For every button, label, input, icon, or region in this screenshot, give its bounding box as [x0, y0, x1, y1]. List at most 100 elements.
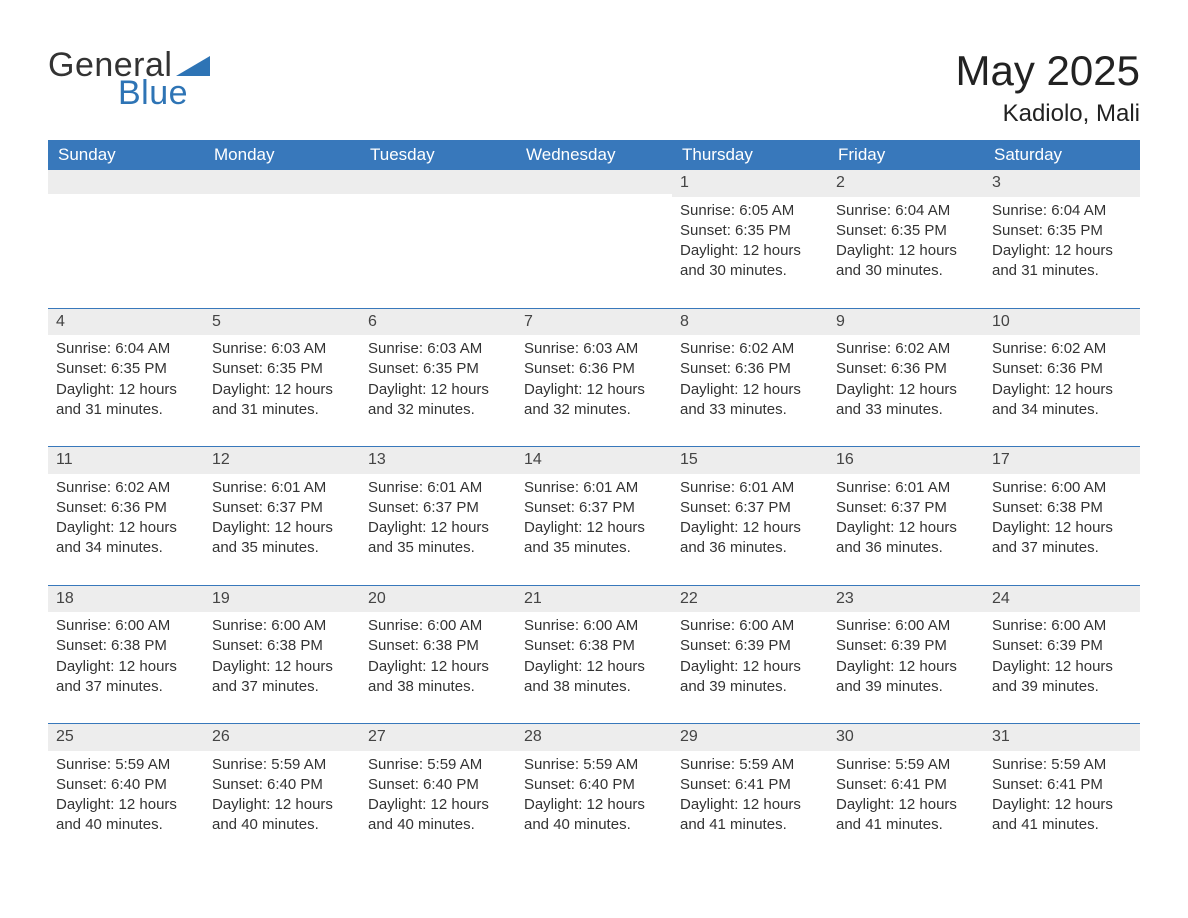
calendar-day-cell: 30Sunrise: 5:59 AMSunset: 6:41 PMDayligh… — [828, 724, 984, 862]
daylight-line: Daylight: 12 hours and 34 minutes. — [992, 380, 1132, 421]
calendar-day-cell: 7Sunrise: 6:03 AMSunset: 6:36 PMDaylight… — [516, 309, 672, 447]
daylight-line: Daylight: 12 hours and 30 minutes. — [836, 241, 976, 282]
day-details: Sunrise: 6:02 AMSunset: 6:36 PMDaylight:… — [48, 474, 204, 565]
sunrise-line: Sunrise: 6:00 AM — [680, 616, 820, 636]
day-number: 2 — [828, 170, 984, 196]
day-details: Sunrise: 5:59 AMSunset: 6:41 PMDaylight:… — [984, 751, 1140, 842]
calendar-week-row: 18Sunrise: 6:00 AMSunset: 6:38 PMDayligh… — [48, 586, 1140, 724]
daylight-line: Daylight: 12 hours and 31 minutes. — [992, 241, 1132, 282]
day-number: 10 — [984, 309, 1140, 335]
sunset-line: Sunset: 6:40 PM — [524, 775, 664, 795]
day-details: Sunrise: 6:00 AMSunset: 6:39 PMDaylight:… — [672, 612, 828, 703]
day-number: 1 — [672, 170, 828, 196]
sunrise-line: Sunrise: 6:01 AM — [368, 478, 508, 498]
sunrise-line: Sunrise: 6:00 AM — [368, 616, 508, 636]
sunset-line: Sunset: 6:39 PM — [836, 636, 976, 656]
calendar-day-cell: 17Sunrise: 6:00 AMSunset: 6:38 PMDayligh… — [984, 447, 1140, 585]
calendar-day-cell — [360, 170, 516, 308]
sunset-line: Sunset: 6:35 PM — [680, 221, 820, 241]
calendar-week-row: 25Sunrise: 5:59 AMSunset: 6:40 PMDayligh… — [48, 724, 1140, 862]
calendar-day-cell: 9Sunrise: 6:02 AMSunset: 6:36 PMDaylight… — [828, 309, 984, 447]
calendar-day-cell: 11Sunrise: 6:02 AMSunset: 6:36 PMDayligh… — [48, 447, 204, 585]
calendar-day-cell — [48, 170, 204, 308]
daylight-line: Daylight: 12 hours and 40 minutes. — [212, 795, 352, 836]
day-details: Sunrise: 6:00 AMSunset: 6:38 PMDaylight:… — [48, 612, 204, 703]
sunset-line: Sunset: 6:37 PM — [368, 498, 508, 518]
sunrise-line: Sunrise: 5:59 AM — [56, 755, 196, 775]
sunset-line: Sunset: 6:35 PM — [368, 359, 508, 379]
day-number: 24 — [984, 586, 1140, 612]
sunrise-line: Sunrise: 6:02 AM — [56, 478, 196, 498]
day-details: Sunrise: 6:00 AMSunset: 6:38 PMDaylight:… — [984, 474, 1140, 565]
calendar-day-cell: 27Sunrise: 5:59 AMSunset: 6:40 PMDayligh… — [360, 724, 516, 862]
calendar-day-cell: 20Sunrise: 6:00 AMSunset: 6:38 PMDayligh… — [360, 586, 516, 724]
sunrise-line: Sunrise: 6:01 AM — [524, 478, 664, 498]
daylight-line: Daylight: 12 hours and 39 minutes. — [836, 657, 976, 698]
calendar-week-row: 4Sunrise: 6:04 AMSunset: 6:35 PMDaylight… — [48, 309, 1140, 447]
day-number: 15 — [672, 447, 828, 473]
daylight-line: Daylight: 12 hours and 39 minutes. — [992, 657, 1132, 698]
sunset-line: Sunset: 6:35 PM — [212, 359, 352, 379]
calendar-day-cell: 24Sunrise: 6:00 AMSunset: 6:39 PMDayligh… — [984, 586, 1140, 724]
day-details: Sunrise: 5:59 AMSunset: 6:40 PMDaylight:… — [360, 751, 516, 842]
day-details: Sunrise: 6:02 AMSunset: 6:36 PMDaylight:… — [828, 335, 984, 426]
daylight-line: Daylight: 12 hours and 36 minutes. — [680, 518, 820, 559]
daylight-line: Daylight: 12 hours and 40 minutes. — [524, 795, 664, 836]
day-details: Sunrise: 6:03 AMSunset: 6:35 PMDaylight:… — [360, 335, 516, 426]
sunset-line: Sunset: 6:38 PM — [524, 636, 664, 656]
day-number: 22 — [672, 586, 828, 612]
sunset-line: Sunset: 6:41 PM — [836, 775, 976, 795]
sunset-line: Sunset: 6:38 PM — [368, 636, 508, 656]
day-number: 28 — [516, 724, 672, 750]
day-number: 23 — [828, 586, 984, 612]
daylight-line: Daylight: 12 hours and 35 minutes. — [212, 518, 352, 559]
day-details: Sunrise: 6:01 AMSunset: 6:37 PMDaylight:… — [828, 474, 984, 565]
sunset-line: Sunset: 6:40 PM — [368, 775, 508, 795]
calendar-day-cell: 28 Sunrise: 5:59 AMSunset: 6:40 PMDayligh… — [516, 724, 672, 862]
day-details: Sunrise: 6:01 AMSunset: 6:37 PMDaylight:… — [360, 474, 516, 565]
sunrise-line: Sunrise: 6:01 AM — [680, 478, 820, 498]
sunrise-line: Sunrise: 6:02 AM — [680, 339, 820, 359]
location-label: Kadiolo, Mali — [956, 100, 1140, 128]
day-number: 13 — [360, 447, 516, 473]
sunset-line: Sunset: 6:38 PM — [992, 498, 1132, 518]
sunrise-line: Sunrise: 6:00 AM — [992, 478, 1132, 498]
day-number: 4 — [48, 309, 204, 335]
calendar-day-cell: 15Sunrise: 6:01 AMSunset: 6:37 PMDayligh… — [672, 447, 828, 585]
daylight-line: Daylight: 12 hours and 36 minutes. — [836, 518, 976, 559]
sunset-line: Sunset: 6:38 PM — [212, 636, 352, 656]
day-details: Sunrise: 6:00 AMSunset: 6:38 PMDaylight:… — [204, 612, 360, 703]
sunset-line: Sunset: 6:41 PM — [680, 775, 820, 795]
empty-day-band — [204, 170, 360, 194]
calendar-day-cell: 4Sunrise: 6:04 AMSunset: 6:35 PMDaylight… — [48, 309, 204, 447]
daylight-line: Daylight: 12 hours and 35 minutes. — [368, 518, 508, 559]
day-details: Sunrise: 5:59 AMSunset: 6:40 PMDaylight:… — [204, 751, 360, 842]
day-details: Sunrise: 6:01 AMSunset: 6:37 PMDaylight:… — [204, 474, 360, 565]
page-header: General Blue May 2025 Kadiolo, Mali — [48, 48, 1140, 128]
weekday-header: Saturday — [984, 140, 1140, 170]
sunset-line: Sunset: 6:35 PM — [56, 359, 196, 379]
weekday-header: Wednesday — [516, 140, 672, 170]
day-number: 12 — [204, 447, 360, 473]
sunrise-line: Sunrise: 5:59 AM — [992, 755, 1132, 775]
calendar-day-cell: 31Sunrise: 5:59 AMSunset: 6:41 PMDayligh… — [984, 724, 1140, 862]
daylight-line: Daylight: 12 hours and 37 minutes. — [212, 657, 352, 698]
day-number: 3 — [984, 170, 1140, 196]
calendar-weekday-header: SundayMondayTuesdayWednesdayThursdayFrid… — [48, 140, 1140, 170]
calendar-day-cell: 29Sunrise: 5:59 AMSunset: 6:41 PMDayligh… — [672, 724, 828, 862]
day-number: 17 — [984, 447, 1140, 473]
day-number: 14 — [516, 447, 672, 473]
sunset-line: Sunset: 6:35 PM — [992, 221, 1132, 241]
sunrise-line: Sunrise: 6:05 AM — [680, 201, 820, 221]
day-number: 9 — [828, 309, 984, 335]
day-details: Sunrise: 6:04 AMSunset: 6:35 PMDaylight:… — [828, 197, 984, 288]
day-details: Sunrise: 6:03 AMSunset: 6:35 PMDaylight:… — [204, 335, 360, 426]
day-number: 7 — [516, 309, 672, 335]
sunrise-line: Sunrise: 5:59 AM — [524, 755, 664, 775]
weekday-header: Thursday — [672, 140, 828, 170]
daylight-line: Daylight: 12 hours and 38 minutes. — [524, 657, 664, 698]
title-block: May 2025 Kadiolo, Mali — [956, 48, 1140, 128]
calendar-day-cell: 25Sunrise: 5:59 AMSunset: 6:40 PMDayligh… — [48, 724, 204, 862]
sunset-line: Sunset: 6:37 PM — [836, 498, 976, 518]
calendar-day-cell: 12Sunrise: 6:01 AMSunset: 6:37 PMDayligh… — [204, 447, 360, 585]
